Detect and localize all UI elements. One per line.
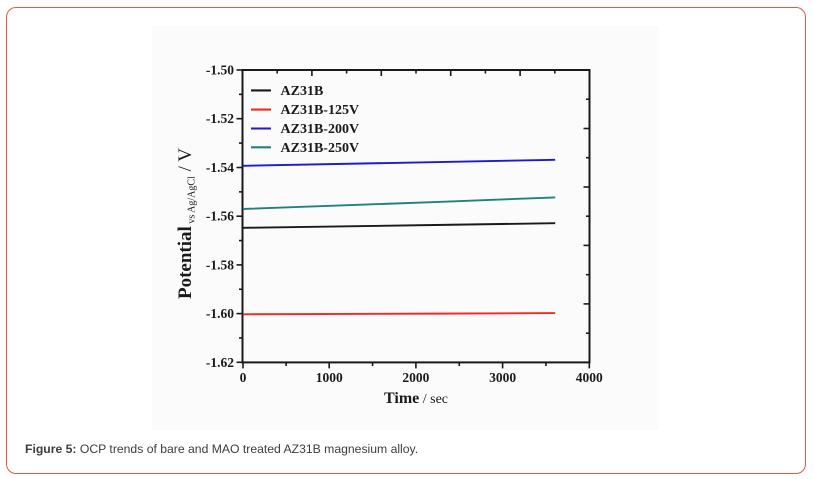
svg-text:-1.60: -1.60 [206,306,234,321]
svg-text:4000: 4000 [576,370,603,385]
svg-text:-1.54: -1.54 [206,160,234,175]
svg-text:AZ31B-200V: AZ31B-200V [281,122,360,137]
svg-text:AZ31B-250V: AZ31B-250V [281,141,360,156]
svg-text:AZ31B-125V: AZ31B-125V [281,103,360,118]
svg-text:-1.62: -1.62 [206,355,234,370]
svg-text:Time / sec: Time / sec [384,390,448,407]
svg-text:-1.52: -1.52 [206,111,234,126]
svg-text:-1.50: -1.50 [206,63,234,78]
svg-text:2000: 2000 [402,370,429,385]
svg-text:1000: 1000 [316,370,343,385]
svg-text:0: 0 [240,370,247,385]
svg-text:Potential vs Ag/AgCl / V: Potential vs Ag/AgCl / V [175,148,198,299]
svg-text:3000: 3000 [489,370,516,385]
svg-text:-1.58: -1.58 [206,257,234,272]
svg-text:AZ31B: AZ31B [281,84,324,99]
svg-text:-1.56: -1.56 [206,209,234,224]
